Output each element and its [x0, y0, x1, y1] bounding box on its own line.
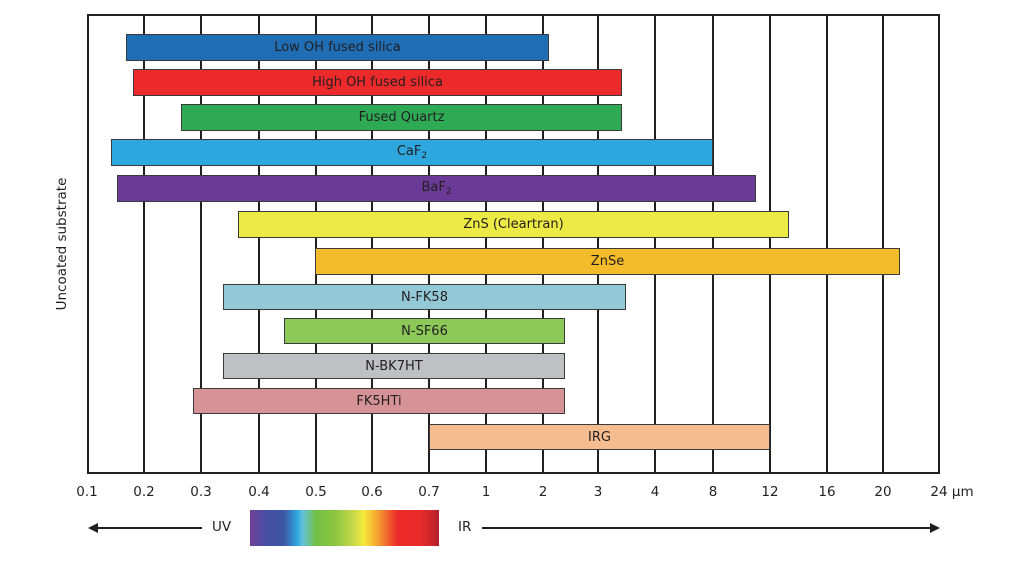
bar-label: N-SF66 — [401, 324, 448, 339]
x-tick-label: 12 — [761, 484, 779, 500]
bar-label: ZnS (Cleartran) — [463, 217, 563, 232]
bar-label: N-FK58 — [401, 290, 448, 305]
bar-label-text: ZnSe — [590, 254, 625, 269]
range-bar: ZnS (Cleartran) — [238, 211, 789, 238]
range-bar: High OH fused silica — [133, 69, 622, 96]
x-tick-label: 0.3 — [190, 484, 212, 500]
x-tick-label: 4 — [650, 484, 660, 500]
bar-label: Low OH fused silica — [274, 40, 401, 55]
range-bar: IRG — [429, 424, 770, 450]
ir-arrow-head-icon — [930, 523, 940, 533]
gridline — [200, 14, 202, 474]
ir-arrow-line — [482, 527, 932, 529]
x-tick-label: 24 µm — [930, 484, 974, 500]
gridline — [258, 14, 260, 474]
bar-label-text: N-BK7HT — [365, 358, 423, 374]
ir-label: IR — [458, 519, 472, 535]
bar-label-subscript: 2 — [421, 151, 428, 161]
gridline — [315, 14, 317, 474]
bar-label-text: ZnS (Cleartran) — [463, 217, 564, 232]
bar-label: CaF2 — [397, 144, 427, 161]
bar-label: IRG — [588, 430, 611, 445]
y-axis-title: Uncoated substrate — [54, 177, 70, 311]
x-tick-label: 1 — [481, 484, 491, 500]
bar-label: High OH fused silica — [312, 75, 443, 90]
range-bar: CaF2 — [111, 139, 713, 166]
bar-label: Fused Quartz — [359, 110, 445, 125]
bar-label-subscript: 2 — [445, 187, 452, 197]
gridline — [826, 14, 828, 474]
gridline — [143, 14, 145, 474]
gridline — [654, 14, 656, 474]
x-tick-label: 0.2 — [133, 484, 155, 500]
gridline — [542, 14, 544, 474]
gridline — [485, 14, 487, 474]
range-bar: Fused Quartz — [181, 104, 622, 131]
range-bar: ZnSe — [315, 248, 900, 275]
bar-label: BaF2 — [421, 180, 451, 197]
bar-label-text: N-SF66 — [401, 323, 448, 339]
x-tick-label: 0.6 — [361, 484, 383, 500]
bar-label-text: BaF — [421, 180, 446, 195]
range-bar: BaF2 — [117, 175, 756, 202]
x-tick-label: 0.1 — [76, 484, 98, 500]
uv-label: UV — [212, 519, 232, 535]
gridline — [712, 14, 714, 474]
x-tick-label: 0.7 — [418, 484, 440, 500]
uv-arrow-head-icon — [88, 523, 98, 533]
bar-label-text: Fused Quartz — [358, 110, 445, 125]
range-bar: FK5HTi — [193, 388, 565, 414]
gridline — [428, 14, 430, 474]
x-tick-label: 0.5 — [305, 484, 327, 500]
x-tick-label: 16 — [818, 484, 836, 500]
x-tick-label: 2 — [538, 484, 548, 500]
bar-label-text: FK5HTi — [356, 393, 402, 409]
x-tick-label: 20 — [874, 484, 892, 500]
range-bar: N-BK7HT — [223, 353, 565, 379]
bar-label: FK5HTi — [356, 394, 401, 409]
bar-label-text: CaF — [396, 144, 422, 159]
range-bar: Low OH fused silica — [126, 34, 549, 61]
x-tick-label: 8 — [708, 484, 718, 500]
range-bar: N-SF66 — [284, 318, 565, 344]
bar-label: N-BK7HT — [365, 359, 422, 374]
uv-arrow-line — [96, 527, 202, 529]
range-bar: N-FK58 — [223, 284, 626, 310]
plot-area — [87, 14, 940, 474]
bar-label-text: Low OH fused silica — [274, 40, 401, 55]
visible-spectrum-gradient — [250, 510, 439, 546]
gridline — [769, 14, 771, 474]
gridline — [597, 14, 599, 474]
x-tick-label: 0.4 — [248, 484, 270, 500]
bar-label: ZnSe — [591, 254, 624, 269]
bar-label-text: IRG — [588, 429, 611, 445]
gridline — [371, 14, 373, 474]
bar-label-text: N-FK58 — [401, 289, 448, 305]
x-tick-label: 3 — [593, 484, 603, 500]
bar-label-text: High OH fused silica — [312, 75, 443, 90]
gridline — [882, 14, 884, 474]
